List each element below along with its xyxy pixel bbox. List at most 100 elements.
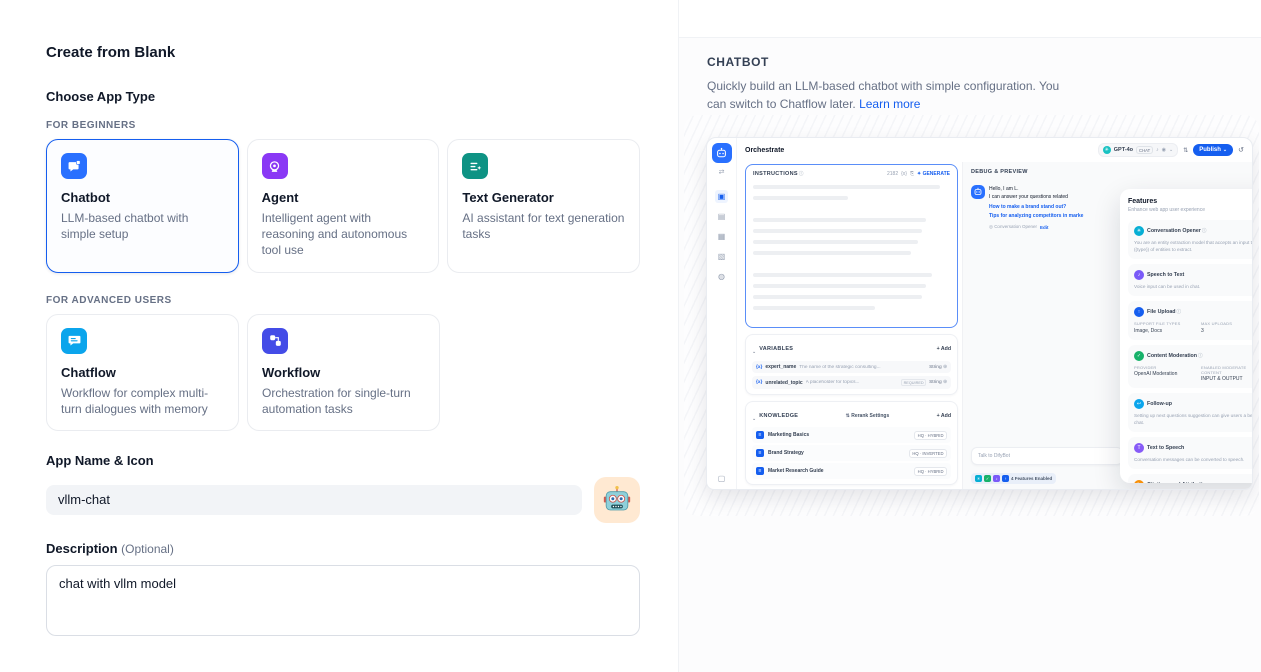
- card-chatbot-desc: LLM-based chatbot with simple setup: [61, 211, 189, 242]
- mini-chevron-down-icon: [1169, 147, 1173, 153]
- speech-to-text-icon: [1134, 270, 1144, 281]
- mini-variable-token-icon: {x}: [756, 364, 763, 370]
- mini-feature-upload-icon: [1002, 475, 1009, 482]
- mini-features-panel: Features × Enhance web app user experien…: [1120, 189, 1253, 483]
- mini-grid-key: SUPPORT FILE TYPES: [1134, 321, 1181, 327]
- mini-feature-label: Follow-up: [1147, 401, 1173, 408]
- dialog-title: Create from Blank: [46, 44, 176, 61]
- mini-feature-desc: Voice input can be used in chat.: [1134, 284, 1201, 290]
- mini-feature-desc: Setting up next questions suggestion can…: [1134, 413, 1253, 426]
- card-text-generator[interactable]: Text Generator AI assistant for text gen…: [447, 139, 641, 273]
- mini-app-robot-icon: [711, 143, 732, 163]
- file-upload-icon: [1134, 307, 1144, 318]
- chatflow-icon: [61, 327, 87, 354]
- mini-grid-value: 3: [1201, 327, 1204, 334]
- mini-logs-icon: [715, 230, 728, 243]
- mini-feature-item: Content Moderation PROVIDER OpenAI Moder…: [1128, 344, 1252, 389]
- mini-variable-type: String: [929, 365, 947, 370]
- agent-icon: [261, 153, 288, 179]
- mini-mic-icon: [1156, 147, 1159, 153]
- mini-variables-add-button: + Add: [936, 346, 951, 352]
- app-name-input[interactable]: [46, 484, 582, 515]
- mini-variable-name: unrelated_topic: [765, 379, 803, 386]
- mini-feature-desc: You are an entity extraction model that …: [1134, 240, 1252, 253]
- mini-dataset-name: Brand Strategy: [768, 450, 804, 456]
- mini-greeting-line1: Hello, I am L.: [989, 186, 1019, 192]
- mini-feature-opener-icon: [975, 475, 982, 482]
- description-label: Description (Optional): [46, 541, 640, 556]
- mini-feature-desc: Conversation messages can be converted t…: [1134, 457, 1245, 463]
- card-agent[interactable]: Agent Intelligent agent with reasoning a…: [246, 139, 440, 273]
- learn-more-link[interactable]: Learn more: [859, 97, 921, 111]
- card-workflow-title: Workflow: [262, 364, 321, 380]
- card-chatbot[interactable]: Chatbot LLM-based chatbot with simple se…: [46, 139, 239, 273]
- card-chatflow[interactable]: Chatflow Workflow for complex multi-turn…: [46, 313, 239, 431]
- chatbot-icon: [61, 153, 87, 179]
- preview-header: CHATBOT Quickly build an LLM-based chatb…: [679, 38, 1261, 113]
- workflow-icon: [262, 327, 288, 354]
- mini-variable-desc: A placeholder for topics...: [805, 380, 860, 385]
- mini-knowledge-row: Brand Strategy HQ · INVERTED: [752, 445, 951, 461]
- mini-chat-input: Talk to DifyBot: [971, 447, 1123, 465]
- mini-rerank-settings: Rerank Settings: [846, 413, 889, 419]
- mini-variable-row: {x} unrelated_topic A placeholder for to…: [752, 376, 951, 389]
- mini-grid-value: OpenAI Moderation: [1134, 371, 1178, 378]
- mini-variables-title: VARIABLES: [759, 346, 794, 352]
- mini-web-icon: [715, 270, 728, 283]
- mini-feature-item: Speech to Text Voice input can be used i…: [1128, 264, 1252, 297]
- text-to-speech-icon: [1134, 443, 1144, 454]
- mini-variable-row: {x} expert_name The name of the strategi…: [752, 361, 951, 373]
- advanced-cards: Chatflow Workflow for complex multi-turn…: [46, 313, 640, 431]
- card-chatflow-title: Chatflow: [61, 364, 116, 380]
- description-label-text: Description: [46, 540, 118, 556]
- mini-features-enabled-text: 4 Features Enabled: [1011, 476, 1053, 481]
- mini-dataset-icon: [756, 449, 764, 457]
- mini-grid-value: Image, Docs: [1134, 327, 1163, 334]
- mini-variable-type: String: [929, 380, 947, 385]
- mini-feature-item: File Upload SUPPORT FILE TYPES Image, Do…: [1128, 301, 1252, 340]
- preview-heading: CHATBOT: [707, 55, 769, 69]
- mini-feature-item: Citations and Attributions Show source d…: [1128, 474, 1252, 483]
- mini-knowledge-row: Market Research Guide HQ · HYBRID: [752, 463, 951, 479]
- app-emoji-icon[interactable]: [594, 476, 640, 523]
- card-text-generator-title: Text Generator: [462, 190, 554, 205]
- mini-grid-key: ENABLED MODERATE CONTENT: [1201, 364, 1247, 375]
- mini-char-count: 2182: [887, 171, 899, 177]
- mini-variables-panel: VARIABLES + Add {x} expert_name The name…: [745, 334, 958, 395]
- mini-publish-label: Publish: [1199, 147, 1221, 153]
- card-agent-title: Agent: [261, 190, 299, 205]
- mini-app-window: Orchestrate GPT-4o CHAT Publish: [706, 137, 1253, 490]
- mini-knowledge-row: Marketing Basics HQ · HYBRID: [752, 427, 951, 443]
- create-form-panel: Create from Blank Choose App Type FOR BE…: [46, 44, 641, 636]
- follow-up-icon: [1134, 399, 1144, 410]
- mini-required-badge: REQUIRED: [901, 379, 927, 386]
- mini-generate-button: GENERATE: [917, 171, 950, 177]
- mini-suggestion-1: How to make a brand stand out?: [989, 204, 1067, 210]
- preview-panel: CHATBOT Quickly build an LLM-based chatb…: [678, 0, 1261, 672]
- mini-dataset-tag: HQ · HYBRID: [914, 466, 947, 476]
- mini-history-icon: [1238, 146, 1244, 154]
- mini-dataset-icon: [756, 431, 764, 439]
- mini-variable-token-icon: {x}: [756, 380, 763, 385]
- mini-model-mode-badge: CHAT: [1136, 146, 1154, 154]
- mini-instructions-title: INSTRUCTIONS: [753, 171, 804, 177]
- mini-debug-title: DEBUG & PREVIEW: [971, 169, 1028, 175]
- card-workflow-desc: Orchestration for single-turn automation…: [262, 385, 411, 416]
- preview-screenshot: Orchestrate GPT-4o CHAT Publish: [684, 115, 1259, 516]
- description-textarea[interactable]: chat with vllm model: [46, 564, 640, 636]
- mini-feature-speech-icon: [993, 475, 1000, 482]
- preview-description: Quickly build an LLM-based chatbot with …: [707, 77, 1079, 113]
- mini-prompt-placeholder-lines: [753, 185, 950, 310]
- mini-model-selector: GPT-4o CHAT: [1097, 143, 1179, 157]
- card-text-generator-desc: AI assistant for text generation tasks: [462, 211, 625, 242]
- mini-feature-moderation-icon: [984, 475, 991, 482]
- mini-model-name: GPT-4o: [1113, 147, 1134, 153]
- mini-orchestrate-icon: [715, 190, 728, 203]
- mini-suggestion-2: Tips for analyzing competitors in marke: [989, 213, 1084, 219]
- mini-variables-icon: [901, 171, 907, 177]
- mini-feature-label: File Upload: [1147, 309, 1250, 315]
- card-workflow[interactable]: Workflow Orchestration for single-turn a…: [247, 313, 440, 431]
- mini-dataset-name: Market Research Guide: [768, 468, 824, 474]
- mini-feature-label: Speech to Text: [1147, 272, 1185, 279]
